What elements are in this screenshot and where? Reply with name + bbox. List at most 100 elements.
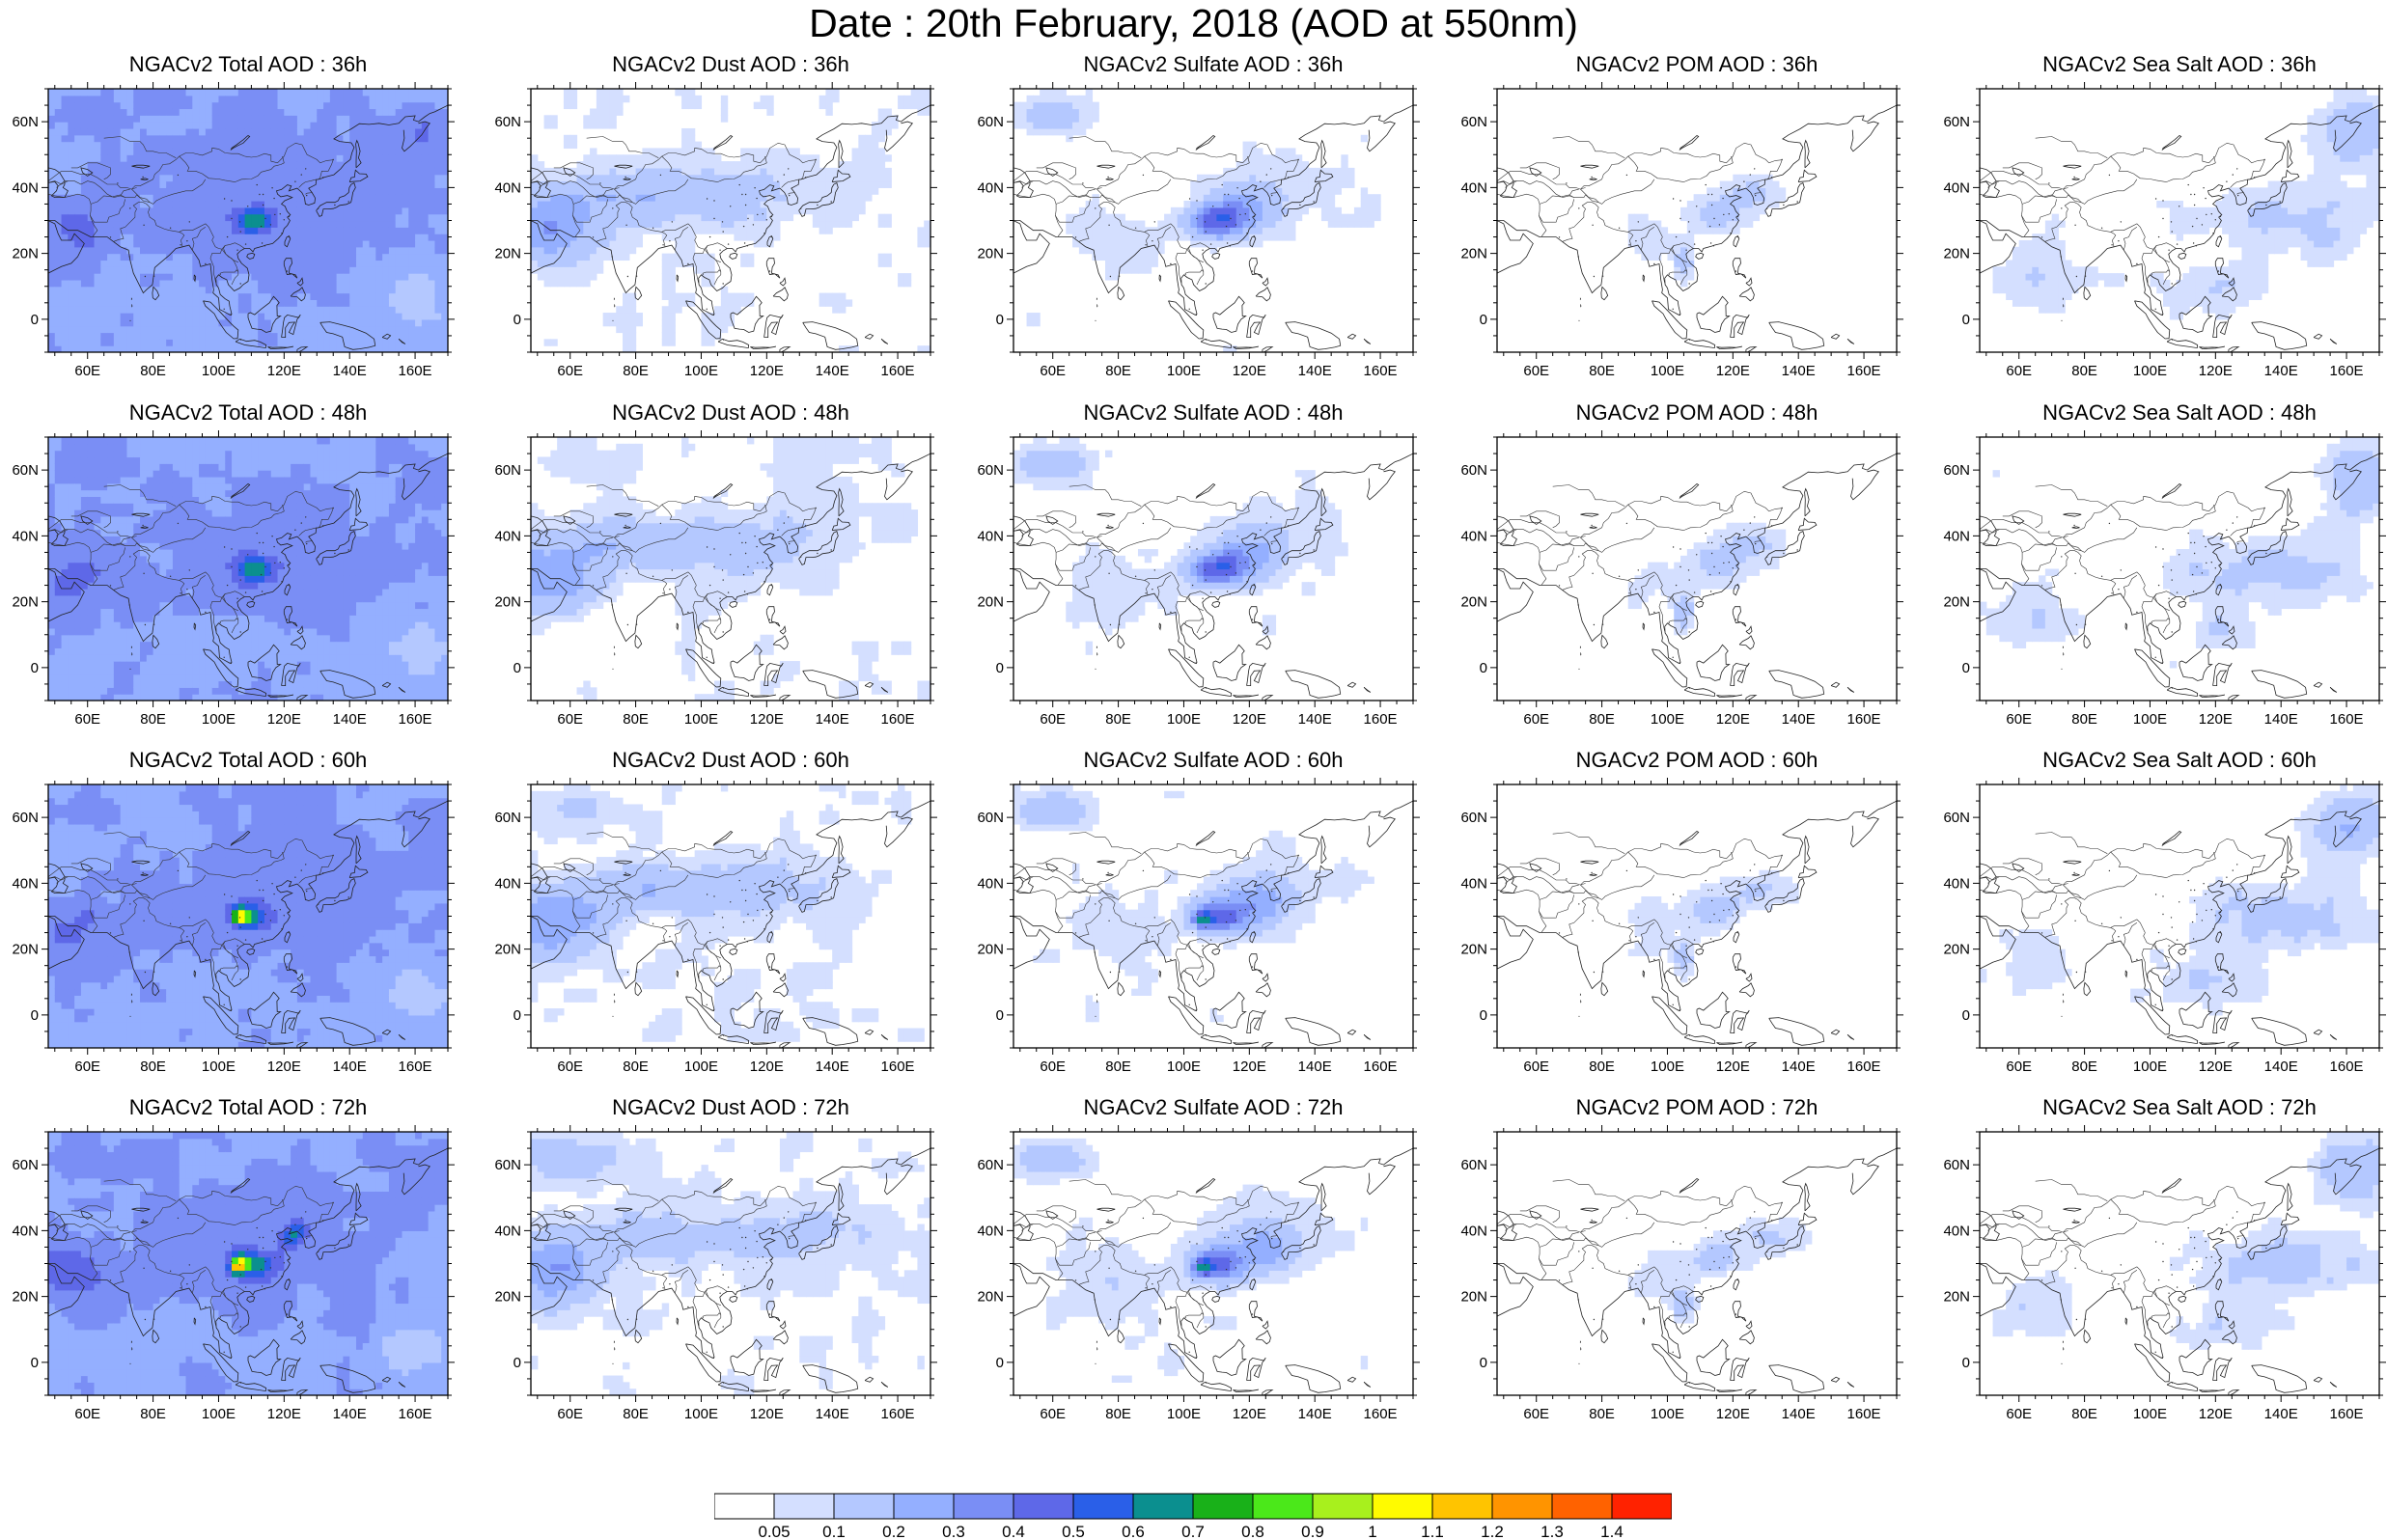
lon-tick-label: 160E — [2330, 1059, 2364, 1075]
lon-tick-label: 120E — [1716, 363, 1750, 379]
lat-tick-label: 20N — [977, 246, 1004, 262]
lon-tick-label: 80E — [1105, 711, 1131, 728]
lat-tick-label: 40N — [977, 1223, 1004, 1239]
lat-tick-label: 60N — [1460, 1157, 1487, 1173]
panel-title: NGACv2 POM AOD : 36h — [1497, 52, 1897, 77]
lat-tick-label: 40N — [1943, 1223, 1970, 1239]
colorbar-label: 1.2 — [1481, 1523, 1504, 1540]
aod-map: 60E 80E 100E 120E 140E 160E 0 20N 40N 60N — [977, 430, 1420, 728]
aod-map: 60E 80E 100E 120E 140E 160E 0 20N 40N 60N — [494, 82, 937, 379]
lon-tick-label: 100E — [1651, 711, 1684, 728]
lon-tick-label: 100E — [202, 1059, 236, 1075]
aod-map: 60E 80E 100E 120E 140E 160E 0 20N 40N 60N — [977, 1125, 1420, 1422]
lon-tick-label: 160E — [399, 711, 432, 728]
country-borders — [48, 832, 334, 981]
map-panel-dust-36h: NGACv2 Dust AOD : 36h 60E 80E 100E 120E 140E 1… — [483, 52, 965, 390]
lon-tick-label: 60E — [74, 1406, 100, 1422]
lat-tick-label: 0 — [996, 1007, 1004, 1024]
lon-tick-label: 60E — [1523, 1059, 1549, 1075]
coastlines — [531, 453, 930, 701]
colorbar-label: 1 — [1368, 1523, 1376, 1540]
panel-title: NGACv2 Sea Salt AOD : 72h — [1980, 1095, 2379, 1120]
lat-tick-label: 0 — [996, 312, 1004, 328]
lat-tick-label: 0 — [996, 1355, 1004, 1371]
lon-tick-label: 140E — [816, 711, 849, 728]
map-panel-sulfate-72h: NGACv2 Sulfate AOD : 72h 60E 80E 100E 120E 14… — [965, 1095, 1448, 1433]
lon-tick-label: 140E — [1298, 1059, 1332, 1075]
map-panel-pom-72h: NGACv2 POM AOD : 72h 60E 80E 100E 120E 140E 16… — [1449, 1095, 1931, 1433]
lon-tick-label: 80E — [1589, 1059, 1615, 1075]
lat-tick-label: 20N — [494, 942, 521, 958]
map-panel-pom-48h: NGACv2 POM AOD : 48h 60E 80E 100E 120E 140E 16… — [1449, 400, 1931, 738]
lon-tick-label: 120E — [2199, 711, 2233, 728]
lon-tick-label: 160E — [1364, 363, 1398, 379]
lat-tick-label: 40N — [1460, 179, 1487, 196]
lon-tick-label: 140E — [1298, 1406, 1332, 1422]
aod-map: 60E 80E 100E 120E 140E 160E 0 20N 40N 60N — [12, 1125, 455, 1422]
axes — [524, 1125, 937, 1402]
lat-tick-label: 0 — [513, 660, 521, 676]
coastlines — [1497, 104, 1897, 352]
lon-tick-label: 120E — [1233, 1059, 1266, 1075]
colorbar-swatch — [953, 1493, 1014, 1520]
lon-tick-label: 100E — [1651, 1406, 1684, 1422]
lat-tick-label: 40N — [977, 875, 1004, 892]
lat-tick-label: 20N — [494, 1289, 521, 1306]
country-borders — [1013, 136, 1299, 286]
coastlines — [531, 800, 930, 1048]
lat-tick-label: 60N — [1943, 114, 1970, 130]
aod-map: 60E 80E 100E 120E 140E 160E 0 20N 40N 60N — [1460, 82, 1903, 379]
lon-tick-label: 140E — [816, 1059, 849, 1075]
aod-field — [48, 437, 448, 701]
lon-tick-label: 140E — [1298, 363, 1332, 379]
lon-tick-label: 100E — [1167, 711, 1201, 728]
lon-tick-label: 140E — [1782, 363, 1816, 379]
lon-tick-label: 100E — [2133, 1059, 2167, 1075]
lon-tick-label: 60E — [557, 1059, 583, 1075]
colorbar-swatch — [833, 1493, 895, 1520]
aod-map: 60E 80E 100E 120E 140E 160E 0 20N 40N 60N — [494, 430, 937, 728]
coastlines — [1013, 104, 1413, 352]
lat-tick-label: 60N — [12, 114, 39, 130]
aod-map: 60E 80E 100E 120E 140E 160E 0 20N 40N 60N — [1943, 1125, 2386, 1422]
lon-tick-label: 160E — [881, 1406, 915, 1422]
lat-tick-label: 40N — [12, 528, 39, 544]
aod-field — [1497, 89, 1897, 352]
lon-tick-label: 80E — [1105, 1059, 1131, 1075]
lon-tick-label: 140E — [2264, 363, 2298, 379]
colorbar-swatch — [1491, 1493, 1553, 1520]
colorbar-label: 1.3 — [1540, 1523, 1564, 1540]
panel-title: NGACv2 Dust AOD : 60h — [531, 748, 930, 773]
lon-tick-label: 120E — [267, 363, 301, 379]
aod-map: 60E 80E 100E 120E 140E 160E 0 20N 40N 60N — [494, 778, 937, 1075]
country-borders — [1013, 484, 1299, 634]
axes — [524, 82, 937, 359]
colorbar-label: 0.5 — [1062, 1523, 1085, 1540]
colorbar-swatch — [1611, 1493, 1672, 1520]
axes — [42, 430, 455, 707]
lat-tick-label: 60N — [494, 1157, 521, 1173]
lon-tick-label: 100E — [684, 363, 718, 379]
lon-tick-label: 140E — [1298, 711, 1332, 728]
lon-tick-label: 120E — [750, 711, 784, 728]
aod-map: 60E 80E 100E 120E 140E 160E 0 20N 40N 60N — [12, 430, 455, 728]
country-borders — [1497, 136, 1783, 286]
aod-map: 60E 80E 100E 120E 140E 160E 0 20N 40N 60N — [1460, 430, 1903, 728]
lon-tick-label: 120E — [267, 711, 301, 728]
lon-tick-label: 100E — [684, 1059, 718, 1075]
lon-tick-label: 140E — [333, 1406, 367, 1422]
lon-tick-label: 60E — [2006, 1406, 2032, 1422]
map-panel-total-36h: NGACv2 Total AOD : 36h 60E 80E 100E 120E 140E… — [0, 52, 483, 390]
lat-tick-label: 60N — [977, 114, 1004, 130]
lon-tick-label: 160E — [2330, 363, 2364, 379]
lat-tick-label: 0 — [1962, 660, 1970, 676]
lat-tick-label: 20N — [1943, 246, 1970, 262]
lon-tick-label: 60E — [2006, 711, 2032, 728]
lon-tick-label: 80E — [623, 1406, 649, 1422]
lat-tick-label: 0 — [31, 1355, 39, 1371]
lat-tick-label: 60N — [494, 810, 521, 826]
axes — [1007, 1125, 1420, 1402]
lat-tick-label: 40N — [1460, 528, 1487, 544]
map-panel-pom-36h: NGACv2 POM AOD : 36h 60E 80E 100E 120E 140E 16… — [1449, 52, 1931, 390]
colorbar-label: 0.4 — [1002, 1523, 1025, 1540]
